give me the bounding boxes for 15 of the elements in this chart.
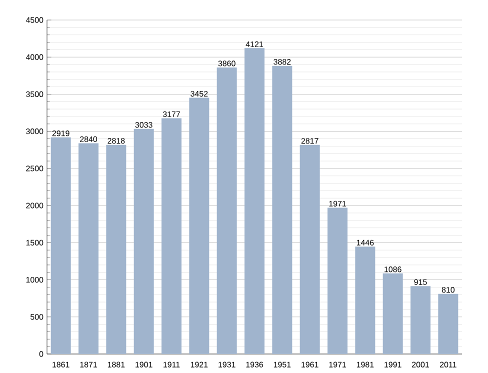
bar — [300, 144, 320, 354]
bar — [134, 128, 154, 354]
bar — [106, 144, 126, 354]
bar — [50, 137, 71, 354]
bar — [355, 246, 376, 354]
bar — [272, 66, 292, 354]
bar — [438, 294, 458, 354]
bar — [244, 48, 265, 354]
bar — [382, 273, 403, 354]
bar — [328, 208, 348, 354]
bar — [78, 143, 99, 354]
bar — [189, 98, 210, 354]
bar — [410, 286, 431, 354]
bar — [216, 68, 237, 354]
bar — [162, 118, 182, 354]
